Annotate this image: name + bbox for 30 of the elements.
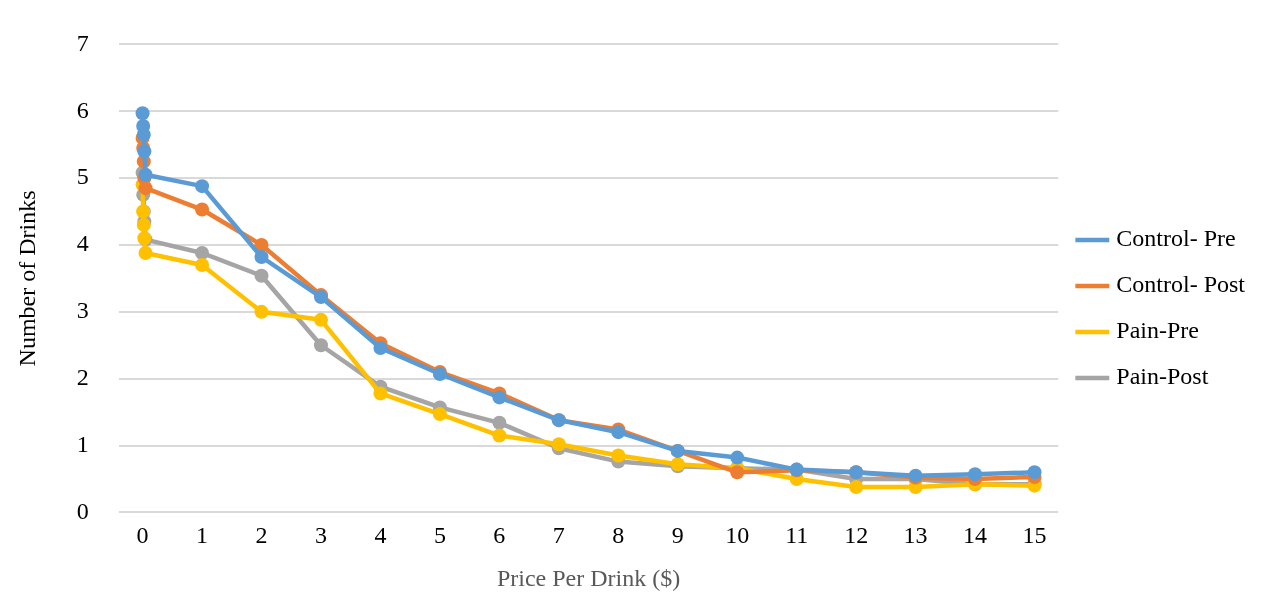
legend-label: Pain-Pre	[1116, 317, 1199, 344]
x-tick-label: 3	[314, 522, 327, 549]
x-tick-label: 13	[903, 522, 928, 549]
x-tick-label: 2	[255, 522, 268, 549]
x-tick-label: 11	[785, 522, 809, 549]
x-axis-title: Price Per Drink ($)	[496, 564, 681, 591]
x-tick-label: 9	[671, 522, 684, 549]
y-tick-label: 2	[76, 363, 89, 390]
y-tick-label: 4	[76, 230, 89, 257]
y-tick-label: 0	[76, 497, 89, 524]
x-tick-label: 6	[493, 522, 506, 549]
x-tick-label: 0	[136, 522, 149, 549]
y-tick-label: 5	[76, 163, 89, 190]
x-tick-label: 15	[1022, 522, 1047, 549]
x-tick-label: 5	[433, 522, 446, 549]
x-tick-label: 4	[374, 522, 387, 549]
x-tick-label: 10	[725, 522, 750, 549]
y-tick-label: 6	[76, 96, 89, 123]
y-tick-label: 3	[76, 297, 89, 324]
x-tick-label: 1	[196, 522, 209, 549]
legend-label: Control- Post	[1116, 271, 1246, 298]
legend-label: Control- Pre	[1116, 225, 1236, 252]
x-tick-label: 7	[552, 522, 565, 549]
x-tick-label: 12	[844, 522, 869, 549]
y-tick-label: 1	[76, 430, 89, 457]
y-axis-title: Number of Drinks	[13, 190, 40, 367]
x-tick-label: 14	[963, 522, 988, 549]
x-tick-label: 8	[612, 522, 625, 549]
y-tick-label: 7	[76, 29, 89, 56]
legend-label: Pain-Post	[1116, 363, 1209, 390]
